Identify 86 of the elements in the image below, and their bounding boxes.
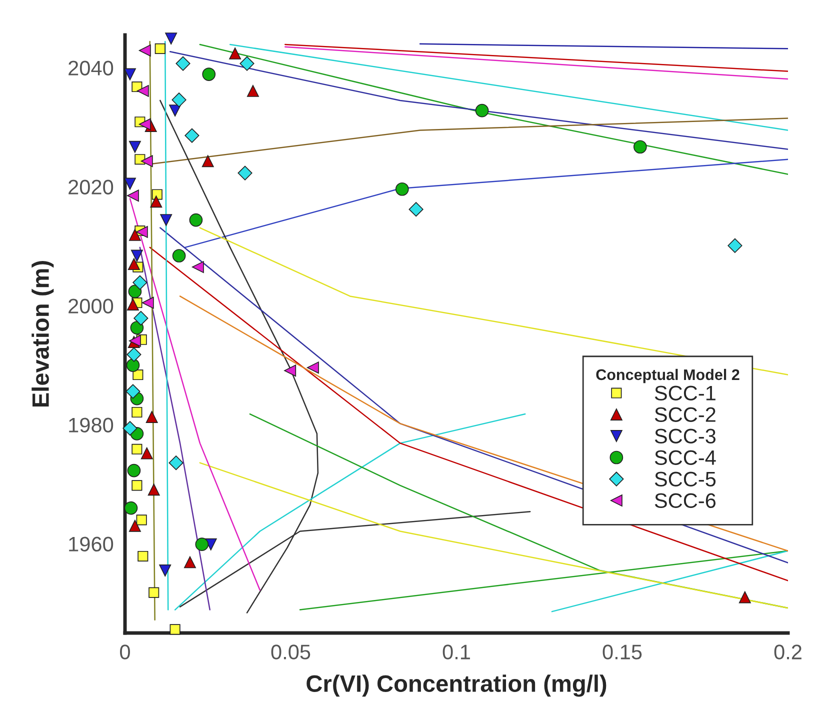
line-series xyxy=(174,413,526,610)
point xyxy=(148,484,160,496)
legend-label: SCC-6 xyxy=(654,493,716,508)
point xyxy=(128,228,141,241)
point xyxy=(633,140,647,154)
y-axis-title: Elevation (m) xyxy=(32,261,54,407)
point xyxy=(136,84,149,97)
y-tick-label: 2000 xyxy=(68,298,114,314)
point xyxy=(124,178,136,190)
legend-label: SCC-2 xyxy=(654,407,716,422)
point xyxy=(124,501,138,515)
point xyxy=(140,155,153,168)
point xyxy=(128,258,140,270)
point xyxy=(195,538,209,552)
point xyxy=(142,296,154,309)
point xyxy=(246,84,259,97)
y-tick-label: 1980 xyxy=(69,418,114,432)
legend-label: SCC-4 xyxy=(654,450,716,466)
point xyxy=(184,128,200,143)
point xyxy=(136,226,148,238)
point xyxy=(126,384,140,399)
point xyxy=(138,118,151,130)
x-tick-label: 0.1 xyxy=(442,644,470,660)
point xyxy=(124,68,136,80)
point xyxy=(126,298,139,311)
point xyxy=(738,591,751,604)
point xyxy=(238,166,252,180)
legend-title: Conceptual Model 2 xyxy=(596,368,740,384)
point xyxy=(165,32,178,45)
point xyxy=(132,369,144,380)
point xyxy=(284,364,296,377)
point xyxy=(134,310,148,326)
point xyxy=(202,155,214,168)
point xyxy=(130,250,143,262)
point xyxy=(132,444,142,454)
point xyxy=(126,190,139,202)
point xyxy=(408,202,424,217)
point xyxy=(136,514,147,526)
point xyxy=(202,68,216,81)
y-tick-label: 2040 xyxy=(68,60,114,76)
point xyxy=(172,249,186,262)
point xyxy=(132,275,148,290)
point xyxy=(229,47,242,60)
point xyxy=(152,189,162,200)
point xyxy=(154,43,166,54)
point xyxy=(728,238,742,253)
x-axis-title: Cr(VI) Concentration (mg/l) xyxy=(306,674,606,697)
x-tick-label: 0.2 xyxy=(774,644,802,660)
point xyxy=(395,182,409,196)
point xyxy=(127,464,141,478)
point xyxy=(170,624,180,635)
point xyxy=(140,447,153,460)
point xyxy=(126,358,140,372)
point xyxy=(176,56,190,71)
point xyxy=(475,104,489,118)
point xyxy=(150,196,162,208)
point xyxy=(138,44,151,56)
x-tick-label: 0 xyxy=(120,644,130,660)
point xyxy=(130,321,144,334)
point xyxy=(159,564,172,576)
point xyxy=(184,556,196,568)
point xyxy=(146,411,158,423)
point xyxy=(128,284,142,298)
point xyxy=(138,550,148,562)
point xyxy=(128,520,141,532)
point xyxy=(168,456,184,470)
y-tick-label: 2020 xyxy=(68,180,114,194)
point xyxy=(126,347,142,362)
point xyxy=(240,56,254,71)
point xyxy=(128,140,141,153)
point xyxy=(172,92,186,108)
point xyxy=(132,406,142,418)
point xyxy=(148,587,160,598)
legend-label: SCC-5 xyxy=(654,472,716,487)
y-tick-label: 1960 xyxy=(69,536,114,552)
point xyxy=(306,362,319,374)
point xyxy=(192,261,204,274)
legend-label: SCC-1 xyxy=(654,386,716,401)
point xyxy=(169,104,182,117)
point xyxy=(122,421,138,436)
legend-label: SCC-3 xyxy=(654,428,716,444)
x-tick-label: 0.05 xyxy=(271,644,310,660)
point xyxy=(160,214,172,226)
x-tick-label: 0.15 xyxy=(602,644,642,660)
point xyxy=(189,213,203,227)
point xyxy=(132,480,142,491)
